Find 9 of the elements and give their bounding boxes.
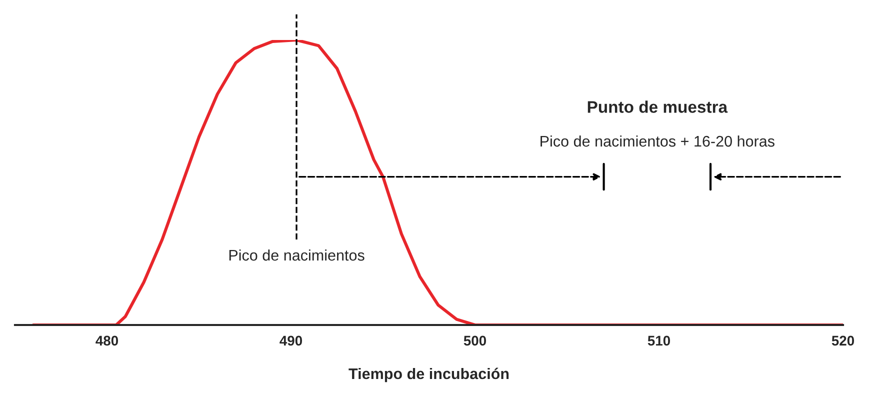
x-axis-title: Tiempo de incubación	[348, 368, 509, 382]
annotation: Pico de nacimientos + 16-20 horas	[540, 135, 774, 147]
x-tick-label: 480	[96, 336, 118, 346]
x-tick-label: 490	[280, 336, 302, 346]
x-tick-label: 500	[464, 336, 486, 346]
x-tick-label: 510	[648, 336, 670, 346]
x-tick-label: 520	[832, 336, 854, 346]
ref-line-label: Pico de nacimientos	[229, 249, 364, 261]
annotation: Punto de muestra	[588, 100, 728, 113]
